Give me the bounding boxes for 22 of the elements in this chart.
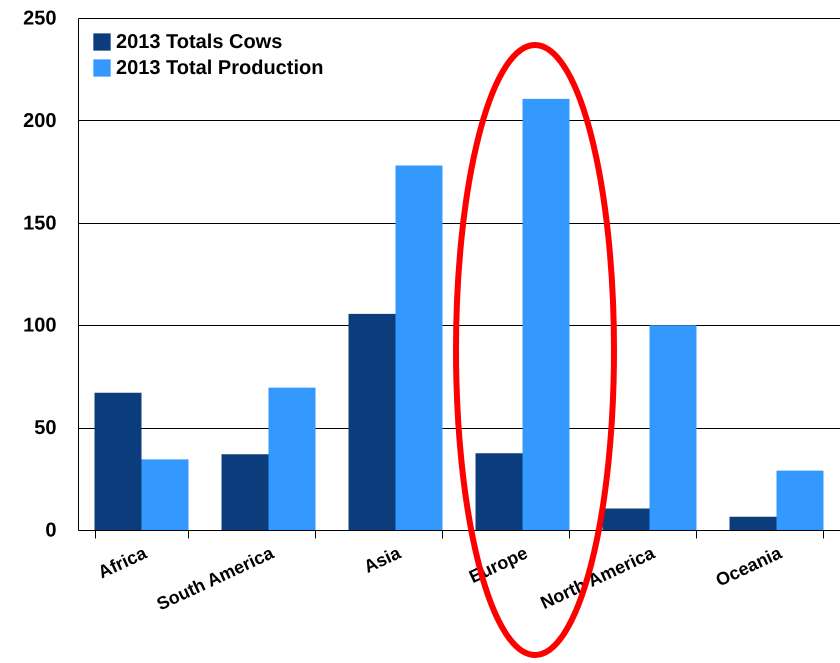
bar xyxy=(142,459,188,530)
y-tick-label: 100 xyxy=(23,314,56,337)
bar xyxy=(348,314,396,530)
y-tick-label: 250 xyxy=(23,8,56,30)
bar xyxy=(650,325,696,530)
y-tick-label: 0 xyxy=(45,520,56,542)
y-tick-label: 150 xyxy=(23,212,56,234)
bar xyxy=(268,388,316,530)
x-tick-label: Africa xyxy=(94,542,150,582)
bar xyxy=(476,453,522,530)
y-tick-label: 200 xyxy=(23,110,56,132)
bar xyxy=(396,165,442,530)
y-tick-label: 50 xyxy=(34,417,56,440)
bar xyxy=(94,392,142,530)
bar xyxy=(222,454,268,530)
bar xyxy=(602,508,650,530)
bar xyxy=(522,98,570,530)
legend-label: 2013 Totals Cows xyxy=(116,31,282,53)
bar xyxy=(776,470,824,530)
x-tick-label: Asia xyxy=(360,542,404,577)
legend-label: 2013 Total Production xyxy=(116,57,324,79)
bar xyxy=(730,516,776,530)
